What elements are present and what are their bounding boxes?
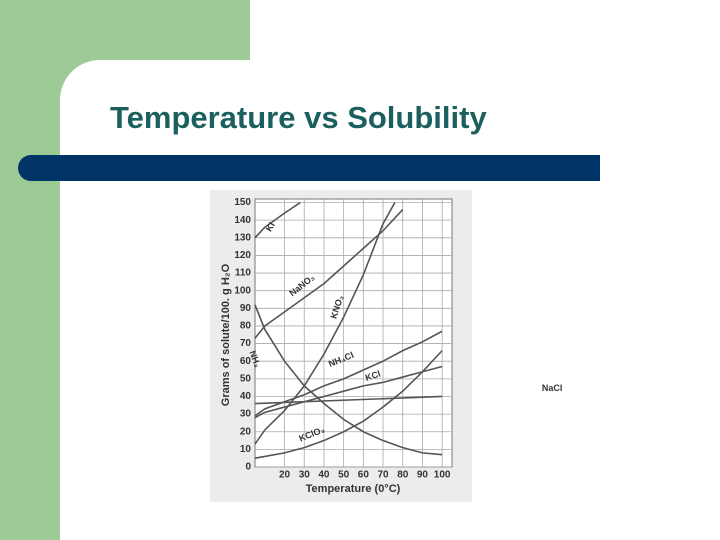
x-tick-label: 100 [434,470,451,481]
y-tick-label: 30 [240,409,252,420]
slide-title: Temperature vs Solubility [110,100,487,135]
x-tick-label: 60 [358,470,370,481]
series-line [254,304,443,456]
series-line [254,201,301,239]
x-tick-label: 70 [377,470,389,481]
series-line [254,395,443,405]
series-line [254,209,404,339]
y-tick-label: 80 [240,321,252,332]
x-tick-label: 30 [299,470,311,481]
y-tick-label: 130 [234,232,251,243]
y-tick-label: 20 [240,426,252,437]
x-tick-label: 40 [318,470,330,481]
x-axis-label: Temperature (0°C) [306,483,401,495]
series-label: KI [264,221,277,234]
x-tick-label: 50 [338,470,350,481]
background-block [250,0,720,60]
plot-area [254,198,453,468]
series-label: NaCl [542,383,563,393]
series-line [254,330,443,417]
y-tick-label: 60 [240,356,252,367]
y-tick-label: 0 [245,462,251,473]
series-label: KCl [364,369,382,383]
series-line [254,350,443,459]
y-tick-label: 90 [240,303,252,314]
series-line [254,202,396,445]
y-axis-label: Grams of solute/100. g H₂O [220,263,232,406]
x-tick-label: 90 [417,470,429,481]
y-tick-label: 120 [234,250,251,261]
y-tick-label: 110 [235,268,252,279]
y-tick-label: 140 [234,215,251,226]
y-tick-label: 10 [240,444,252,455]
y-tick-label: 100 [234,285,251,296]
x-tick-label: 80 [397,470,409,481]
y-tick-label: 40 [240,391,252,402]
y-tick-label: 70 [240,338,252,349]
title-bar [18,155,600,181]
y-tick-label: 50 [240,373,252,384]
series-line [254,365,443,419]
x-tick-label: 20 [279,470,291,481]
y-tick-label: 150 [234,197,251,208]
